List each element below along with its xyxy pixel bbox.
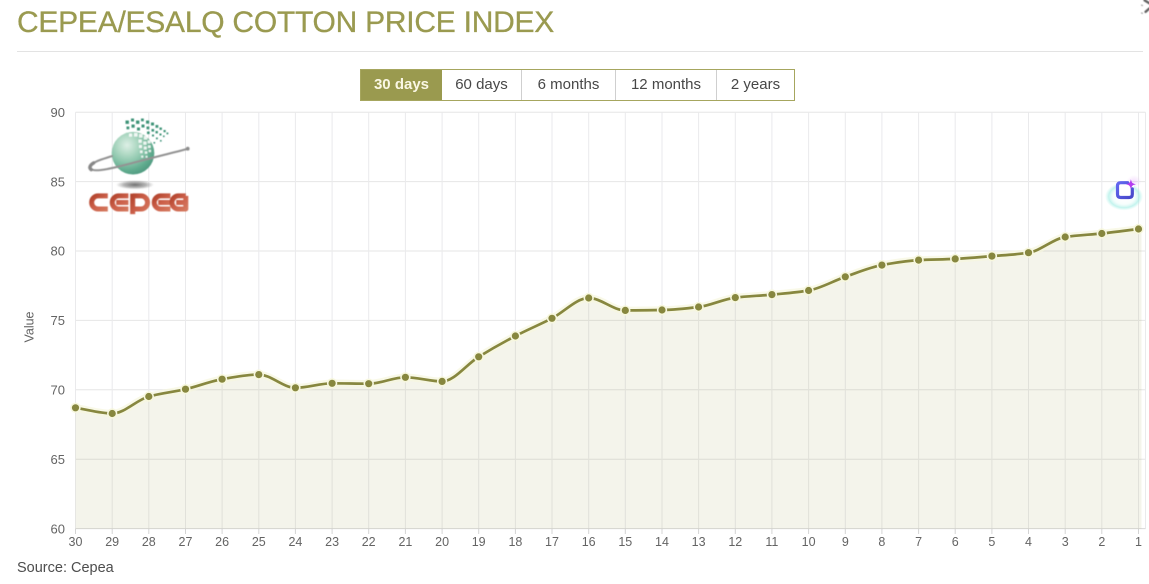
svg-text:Value: Value xyxy=(23,311,37,342)
svg-text:24: 24 xyxy=(288,535,302,549)
svg-text:10: 10 xyxy=(802,535,816,549)
svg-text:90: 90 xyxy=(51,105,65,120)
svg-text:14: 14 xyxy=(655,535,669,549)
svg-text:11: 11 xyxy=(765,535,778,549)
svg-text:17: 17 xyxy=(545,535,559,549)
svg-text:25: 25 xyxy=(252,535,266,549)
svg-text:22: 22 xyxy=(362,535,376,549)
svg-text:8: 8 xyxy=(878,535,885,549)
svg-text:70: 70 xyxy=(51,383,65,398)
svg-text:15: 15 xyxy=(618,535,632,549)
svg-text:21: 21 xyxy=(398,535,412,549)
svg-text:60: 60 xyxy=(51,521,65,536)
svg-text:29: 29 xyxy=(105,535,119,549)
svg-text:7: 7 xyxy=(915,535,922,549)
svg-text:3: 3 xyxy=(1062,535,1069,549)
svg-text:13: 13 xyxy=(692,535,706,549)
svg-text:12: 12 xyxy=(728,535,742,549)
svg-text:85: 85 xyxy=(51,174,65,189)
svg-text:19: 19 xyxy=(472,535,486,549)
svg-text:5: 5 xyxy=(988,535,995,549)
svg-text:26: 26 xyxy=(215,535,229,549)
svg-text:75: 75 xyxy=(51,313,65,328)
svg-text:6: 6 xyxy=(952,535,959,549)
svg-text:20: 20 xyxy=(435,535,449,549)
svg-text:23: 23 xyxy=(325,535,339,549)
svg-text:27: 27 xyxy=(179,535,193,549)
svg-text:18: 18 xyxy=(508,535,522,549)
svg-text:2: 2 xyxy=(1098,535,1105,549)
svg-text:16: 16 xyxy=(582,535,596,549)
svg-text:1: 1 xyxy=(1135,535,1142,549)
svg-text:9: 9 xyxy=(842,535,849,549)
svg-text:4: 4 xyxy=(1025,535,1032,549)
svg-text:80: 80 xyxy=(51,244,65,259)
svg-text:30: 30 xyxy=(69,535,83,549)
svg-text:28: 28 xyxy=(142,535,156,549)
svg-text:65: 65 xyxy=(51,452,65,467)
